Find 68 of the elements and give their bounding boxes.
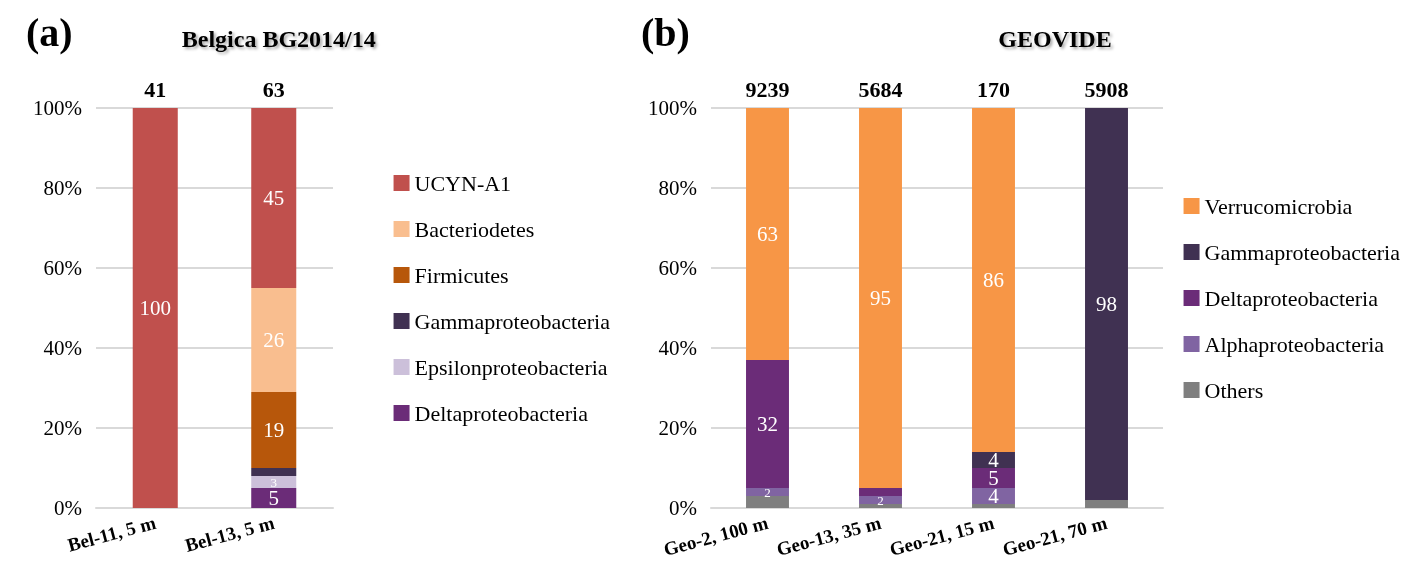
bar bbox=[746, 488, 789, 496]
bar bbox=[859, 496, 902, 504]
data-label: 19 bbox=[263, 418, 285, 442]
bar bbox=[251, 476, 297, 488]
legend-label: Firmicutes bbox=[414, 262, 509, 288]
bar bbox=[746, 108, 789, 360]
bar bbox=[859, 108, 902, 488]
bar bbox=[746, 496, 789, 508]
bar bbox=[1085, 108, 1128, 500]
bar bbox=[859, 488, 902, 496]
y-tick-label: 0% bbox=[54, 496, 82, 520]
y-tick-label: 40% bbox=[658, 336, 697, 360]
text: 5908 bbox=[1084, 76, 1129, 102]
legend-label: Gammaproteobacteria bbox=[414, 308, 611, 334]
data-label: 26 bbox=[263, 328, 285, 352]
text: 63 bbox=[262, 76, 285, 102]
y-tick-label: 100% bbox=[648, 96, 697, 120]
legend-label: Others bbox=[1204, 377, 1264, 403]
data-label: 98 bbox=[1096, 292, 1117, 316]
chart-title: GEOVIDE bbox=[998, 26, 1112, 52]
y-tick-label: 40% bbox=[43, 336, 82, 360]
text: 5684 bbox=[858, 76, 903, 102]
x-tick-label: Geo-21, 70 m bbox=[1000, 511, 1110, 560]
legend-label: Verrucomicrobia bbox=[1204, 193, 1353, 219]
chart-title: Belgica BG2014/14 bbox=[181, 26, 376, 52]
legend-label: Bacteriodetes bbox=[414, 216, 535, 242]
y-tick-label: 0% bbox=[669, 496, 697, 520]
legend-label: Epsilonproteobacteria bbox=[414, 354, 608, 380]
legend-label: Alphaproteobacteria bbox=[1204, 331, 1385, 357]
bar bbox=[251, 392, 297, 468]
bar bbox=[251, 108, 297, 288]
bar bbox=[972, 108, 1015, 452]
bar bbox=[251, 488, 297, 508]
x-tick-label: Geo-21, 15 m bbox=[887, 511, 997, 560]
bar bbox=[972, 504, 1015, 508]
text: (a) bbox=[26, 9, 73, 55]
bar bbox=[251, 288, 297, 392]
data-label: 100 bbox=[139, 296, 171, 320]
legend-label: UCYN-A1 bbox=[414, 170, 512, 196]
bar bbox=[746, 360, 789, 488]
bar bbox=[859, 504, 902, 508]
y-tick-label: 100% bbox=[33, 96, 82, 120]
y-tick-label: 20% bbox=[658, 416, 697, 440]
x-tick-label: Bel-13, 5 m bbox=[182, 511, 277, 556]
y-tick-label: 80% bbox=[43, 176, 82, 200]
data-label: 86 bbox=[983, 268, 1004, 292]
data-label: 2 bbox=[877, 492, 884, 508]
bar bbox=[972, 468, 1015, 488]
text: (b) bbox=[641, 9, 690, 55]
data-label: 45 bbox=[263, 186, 285, 210]
data-label: 63 bbox=[757, 222, 778, 246]
text: 9239 bbox=[745, 76, 790, 102]
bar bbox=[132, 108, 178, 508]
legend-label: Deltaproteobacteria bbox=[1204, 285, 1379, 311]
data-label: 2 bbox=[764, 484, 771, 500]
text: 41 bbox=[144, 76, 167, 102]
y-tick-label: 80% bbox=[658, 176, 697, 200]
legend-label: Deltaproteobacteria bbox=[414, 400, 589, 426]
bar bbox=[251, 468, 297, 476]
legend-label: Gammaproteobacteria bbox=[1204, 239, 1401, 265]
data-label: 95 bbox=[870, 286, 891, 310]
text: 170 bbox=[977, 76, 1010, 102]
bar bbox=[1085, 500, 1128, 508]
data-label: 32 bbox=[757, 412, 778, 436]
x-tick-label: Geo-13, 35 m bbox=[774, 511, 884, 560]
y-tick-label: 20% bbox=[43, 416, 82, 440]
y-tick-label: 60% bbox=[43, 256, 82, 280]
y-tick-label: 60% bbox=[658, 256, 697, 280]
